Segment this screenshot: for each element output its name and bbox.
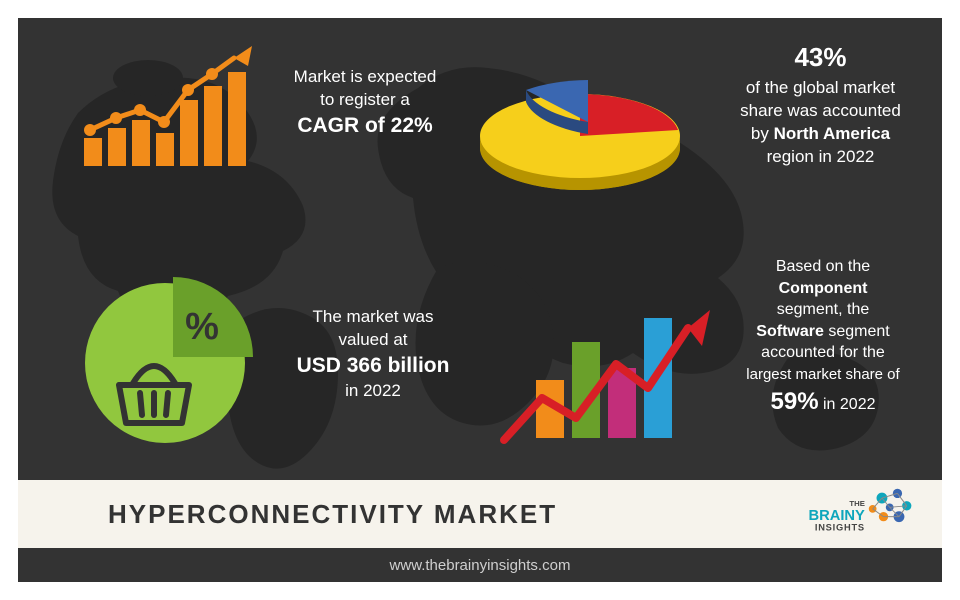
logo-l1: THE (849, 499, 865, 508)
logo-l3: INSIGHTS (814, 523, 864, 533)
panel4-l3: accounted for the (761, 344, 885, 361)
url-bar: www.thebrainyinsights.com (18, 548, 942, 582)
bar-chart-mixed-icon (498, 280, 713, 458)
panel2-l4: region in 2022 (767, 147, 875, 166)
panel1-text: Market is expected to register a CAGR of… (270, 66, 460, 140)
panel1-bold: CAGR of 22% (297, 114, 432, 137)
panel2-l3b: North America (774, 124, 891, 143)
panel3-l4: in 2022 (345, 381, 401, 400)
panel2-l1: of the global market (746, 78, 895, 97)
panel4-b2: Software (756, 323, 824, 340)
panel2-l3a: by (751, 124, 774, 143)
brand-logo: THE BRAINY INSIGHTS (764, 476, 914, 548)
panel4-l1: Based on the (776, 258, 870, 275)
panel1-l1: Market is expected (294, 67, 437, 86)
panel3-l2: valued at (339, 330, 408, 349)
panel4-l2: segment, the (777, 301, 870, 318)
panel4-text: Based on the Component segment, the Soft… (718, 256, 928, 418)
url-text: www.thebrainyinsights.com (390, 557, 571, 574)
panel3-bold: USD 366 billion (297, 354, 450, 377)
bar-chart-orange-icon (76, 38, 256, 178)
panel4-l5: in 2022 (819, 396, 876, 413)
panel2-l2: share was accounted (740, 101, 901, 120)
panel2-text: 43% of the global market share was accou… (718, 40, 923, 169)
panel4-b1: Component (779, 280, 868, 297)
pie-3d-icon (470, 48, 695, 198)
panel2-huge: 43% (718, 40, 923, 75)
panel4-b3: 59% (771, 388, 819, 415)
panel4-l4: largest market share of (746, 366, 899, 383)
logo-l2: BRAINY (808, 508, 865, 524)
panel1-l2: to register a (320, 90, 410, 109)
panel3-text: The market was valued at USD 366 billion… (278, 306, 468, 403)
infographic-canvas: Market is expected to register a CAGR of… (18, 18, 942, 582)
panel3-l1: The market was (313, 307, 434, 326)
panel4-l2b: segment (824, 323, 890, 340)
percent-symbol: % (185, 306, 219, 348)
pie-green-icon: % (80, 273, 255, 448)
